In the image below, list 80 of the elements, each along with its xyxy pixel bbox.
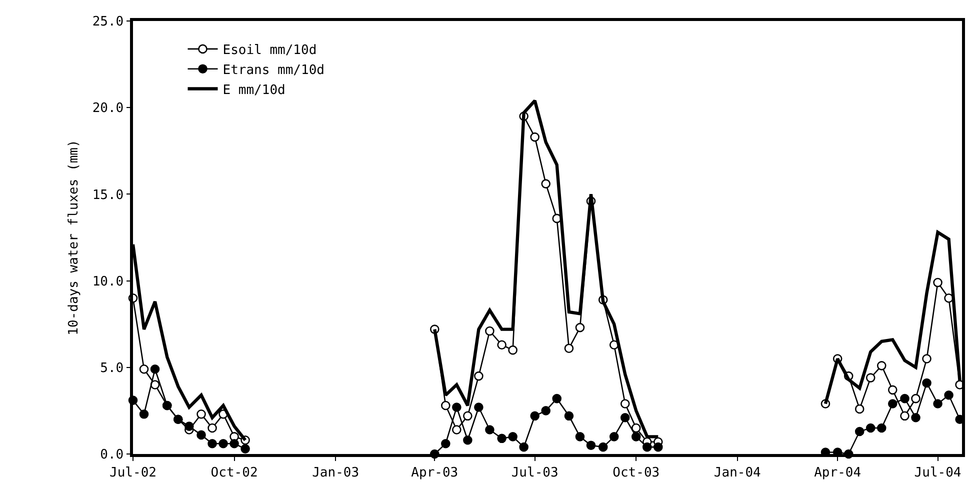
point — [911, 394, 920, 404]
x-tick-label: Jul-04 — [914, 465, 962, 480]
point — [530, 132, 540, 142]
point — [609, 432, 619, 442]
point — [575, 322, 585, 332]
x-tick-label: Oct-02 — [210, 465, 258, 480]
x-tick-label: Jan-03 — [312, 465, 360, 480]
y-tick-label: 10.0 — [92, 274, 124, 290]
point — [497, 434, 506, 444]
point — [541, 179, 550, 188]
point — [888, 399, 898, 408]
point — [441, 400, 450, 410]
point — [575, 432, 585, 442]
point — [196, 430, 206, 440]
point — [933, 278, 942, 288]
point — [642, 442, 652, 452]
point — [854, 426, 864, 436]
point — [631, 423, 641, 433]
y-tick-label: 5.0 — [100, 360, 124, 376]
y-tick-label: 15.0 — [92, 188, 124, 203]
x-tick-label: Jul-02 — [110, 465, 156, 480]
x-tick-label: Oct-03 — [612, 465, 660, 480]
point — [586, 440, 596, 450]
point — [564, 411, 574, 421]
point — [876, 361, 886, 370]
y-tick-label: 25.0 — [92, 14, 124, 30]
point — [933, 399, 942, 408]
point — [485, 326, 494, 336]
point — [519, 442, 528, 452]
point — [463, 411, 472, 421]
point — [196, 410, 206, 419]
point — [620, 412, 630, 422]
legend-label: Etrans mm/10d — [222, 62, 324, 78]
point — [552, 394, 562, 404]
point — [854, 404, 864, 414]
x-tick-label: Jul-03 — [511, 465, 558, 480]
point — [653, 442, 663, 452]
point — [866, 423, 876, 433]
point — [866, 373, 876, 382]
point — [139, 410, 149, 419]
point — [139, 364, 149, 374]
x-tick-label: Apr-04 — [814, 465, 862, 480]
legend-label: Esoil mm/10d — [222, 43, 317, 58]
point — [911, 412, 920, 422]
point — [564, 344, 574, 353]
point — [631, 432, 641, 442]
point — [485, 425, 494, 434]
point — [240, 444, 250, 454]
point — [452, 402, 462, 412]
point — [497, 340, 506, 350]
point — [230, 438, 239, 448]
point — [888, 385, 898, 395]
point — [541, 406, 550, 416]
point — [508, 345, 518, 355]
y-tick-label: 20.0 — [92, 101, 124, 116]
point — [474, 402, 484, 412]
point — [598, 442, 608, 452]
point — [900, 394, 910, 404]
point — [208, 423, 217, 433]
point — [441, 438, 450, 448]
point — [944, 390, 954, 400]
point — [452, 425, 462, 434]
point — [150, 364, 160, 374]
point — [218, 438, 228, 448]
point — [922, 354, 932, 364]
point — [474, 371, 484, 381]
point — [530, 411, 540, 421]
y-tick-label: 0.0 — [100, 448, 124, 463]
point — [620, 399, 630, 408]
point — [184, 422, 194, 431]
point — [900, 411, 910, 421]
y-axis-title: 10-days water fluxes (mm) — [66, 140, 82, 336]
point — [508, 432, 518, 442]
point — [463, 435, 472, 445]
legend-label: E mm/10d — [222, 82, 286, 98]
point — [208, 438, 217, 448]
point — [922, 378, 932, 388]
point — [876, 423, 886, 433]
x-tick-label: Apr-03 — [411, 465, 458, 480]
x-tick-label: Jan-04 — [714, 465, 762, 480]
